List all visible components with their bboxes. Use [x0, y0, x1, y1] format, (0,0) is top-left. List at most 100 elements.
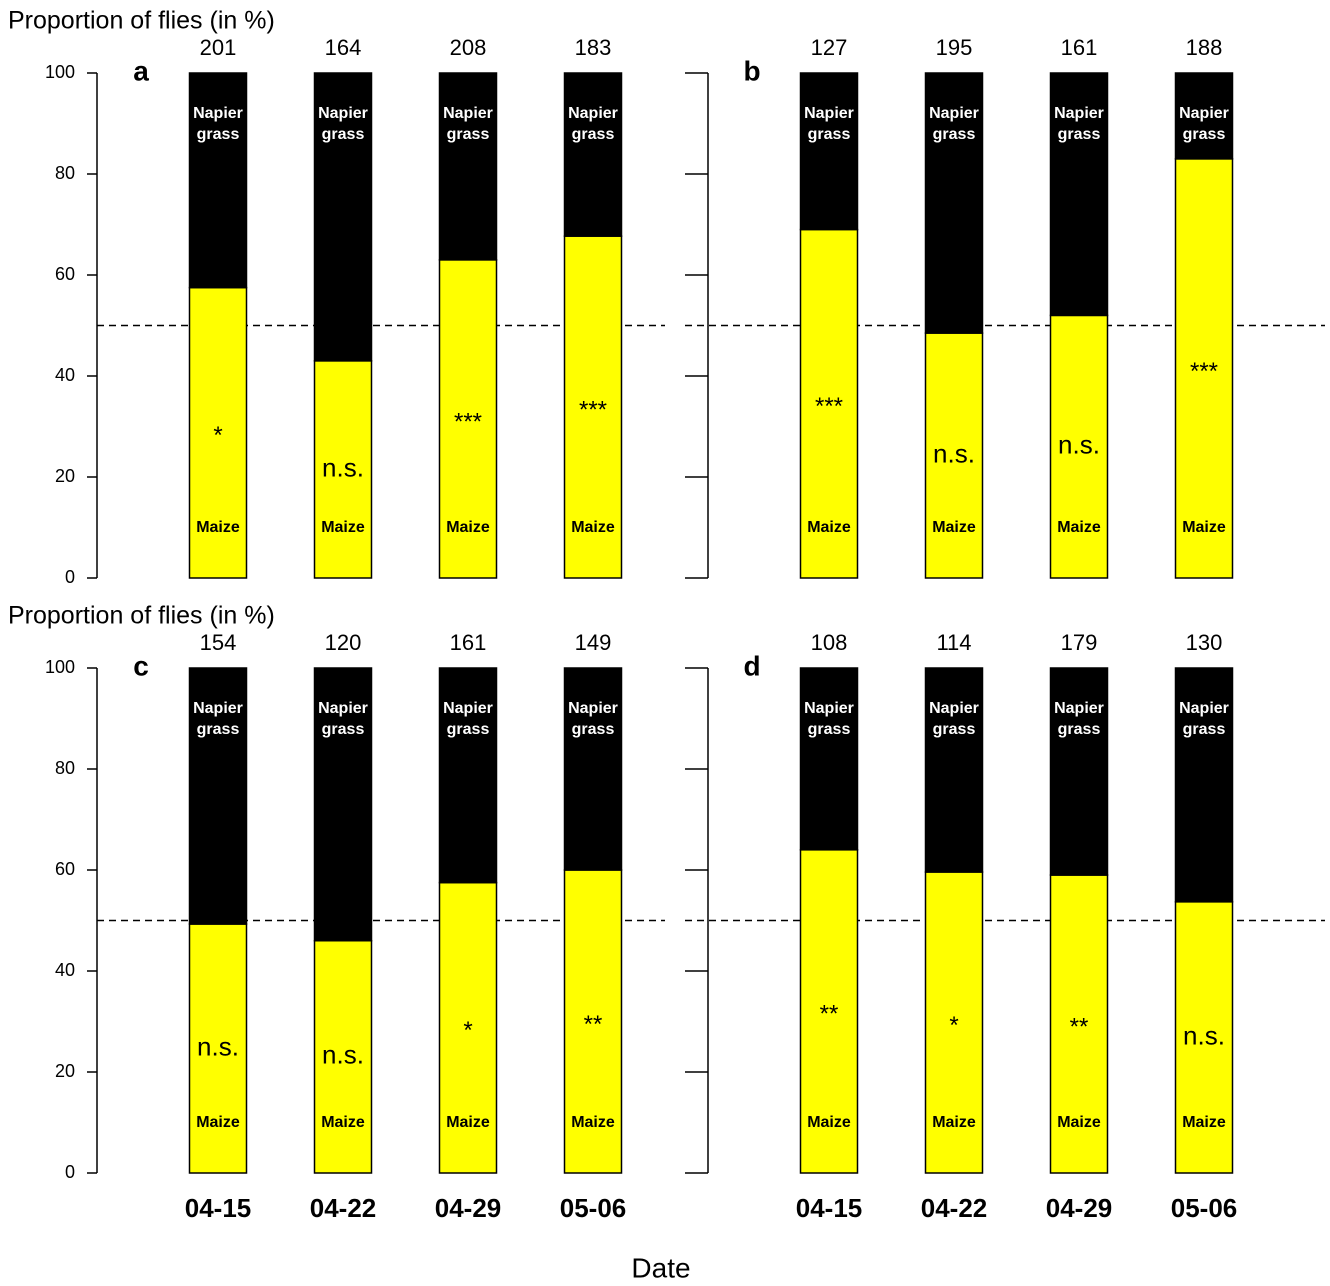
count-label: 179 — [1061, 630, 1098, 655]
segment-label: Maize — [807, 519, 851, 536]
y-tick-label: 100 — [45, 657, 75, 677]
significance-label: * — [463, 1017, 472, 1044]
x-tick-label: 04-15 — [185, 1193, 252, 1223]
bar-segment — [313, 939, 373, 1174]
count-label: 208 — [450, 35, 487, 60]
bar-segment — [799, 228, 859, 579]
segment-label: Napier grass — [804, 105, 854, 143]
y-tick-label: 40 — [55, 960, 75, 980]
count-label: 108 — [811, 630, 848, 655]
x-tick-label: 04-22 — [921, 1193, 988, 1223]
count-label: 161 — [450, 630, 487, 655]
x-tick-label: 04-15 — [796, 1193, 863, 1223]
x-tick-label: 04-29 — [435, 1193, 502, 1223]
significance-label: n.s. — [322, 1040, 364, 1070]
bar-segment — [563, 235, 623, 579]
y-tick-label: 40 — [55, 365, 75, 385]
y-tick-label: 0 — [65, 567, 75, 587]
segment-label: Maize — [932, 1114, 976, 1131]
bar-segment — [799, 849, 859, 1174]
count-label: 120 — [325, 630, 362, 655]
count-label: 154 — [200, 630, 237, 655]
bar-segment — [1049, 667, 1109, 876]
segment-label: Maize — [196, 1114, 240, 1131]
bar-segment — [438, 72, 498, 261]
significance-label: n.s. — [197, 1031, 239, 1061]
segment-label: Napier grass — [1054, 105, 1104, 143]
y-tick-label: 100 — [45, 62, 75, 82]
bar-segment — [313, 360, 373, 579]
panel-label: b — [743, 55, 760, 86]
segment-label: Napier grass — [1179, 700, 1229, 738]
count-label: 164 — [325, 35, 362, 60]
segment-label: Maize — [446, 1114, 490, 1131]
x-tick-label: 05-06 — [560, 1193, 627, 1223]
segment-label: Napier grass — [193, 700, 243, 738]
bar-segment — [924, 871, 984, 1174]
segment-label: Napier grass — [1179, 105, 1229, 143]
bar-segment — [799, 72, 859, 231]
segment-label: Maize — [807, 1114, 851, 1131]
y-tick-label: 80 — [55, 758, 75, 778]
significance-label: n.s. — [1058, 430, 1100, 460]
bar-segment — [1174, 901, 1234, 1174]
bar-segment — [313, 72, 373, 362]
significance-label: *** — [1190, 358, 1218, 385]
significance-label: n.s. — [322, 452, 364, 482]
segment-label: Napier grass — [318, 105, 368, 143]
bar-segment — [438, 667, 498, 884]
bar-segment — [799, 667, 859, 851]
segment-label: Maize — [932, 519, 976, 536]
y-tick-label: 0 — [65, 1162, 75, 1182]
bar-segment — [1049, 314, 1109, 579]
count-label: 149 — [575, 630, 612, 655]
count-label: 127 — [811, 35, 848, 60]
bar-segment — [438, 881, 498, 1174]
count-label: 130 — [1186, 630, 1223, 655]
x-tick-label: 05-06 — [1171, 1193, 1238, 1223]
panel-label: a — [133, 55, 149, 86]
y-tick-label: 80 — [55, 163, 75, 183]
significance-label: ** — [1070, 1013, 1089, 1040]
significance-label: n.s. — [1183, 1020, 1225, 1050]
significance-label: ** — [584, 1011, 603, 1038]
panel-label: d — [743, 650, 760, 681]
segment-label: Napier grass — [318, 700, 368, 738]
panel-label: c — [133, 650, 149, 681]
segment-label: Maize — [571, 519, 615, 536]
segment-label: Napier grass — [443, 105, 493, 143]
bar-segment — [1174, 667, 1234, 903]
significance-label: * — [949, 1012, 958, 1039]
significance-label: ** — [820, 1001, 839, 1028]
bar-segment — [1049, 72, 1109, 317]
y-tick-label: 20 — [55, 1061, 75, 1081]
bar-segment — [438, 259, 498, 579]
count-label: 161 — [1061, 35, 1098, 60]
bar-segment — [1174, 158, 1234, 579]
segment-label: Maize — [446, 519, 490, 536]
count-label: 114 — [936, 630, 971, 655]
significance-label: n.s. — [933, 438, 975, 468]
significance-label: * — [213, 422, 222, 449]
segment-label: Maize — [1057, 1114, 1101, 1131]
bar-segment — [924, 332, 984, 579]
segment-label: Napier grass — [1054, 700, 1104, 738]
bar-segment — [1174, 72, 1234, 160]
bar-segment — [924, 72, 984, 334]
segment-label: Napier grass — [443, 700, 493, 738]
bar-segment — [188, 667, 248, 925]
segment-label: Maize — [1182, 1114, 1226, 1131]
segment-label: Maize — [321, 1114, 365, 1131]
segment-label: Napier grass — [568, 105, 618, 143]
segment-label: Maize — [1057, 519, 1101, 536]
segment-label: Maize — [571, 1114, 615, 1131]
segment-label: Maize — [321, 519, 365, 536]
bar-segment — [188, 72, 248, 289]
count-label: 188 — [1186, 35, 1223, 60]
segment-label: Maize — [196, 519, 240, 536]
count-label: 201 — [200, 35, 237, 60]
segment-label: Napier grass — [193, 105, 243, 143]
y-tick-label: 60 — [55, 264, 75, 284]
segment-label: Napier grass — [929, 105, 979, 143]
